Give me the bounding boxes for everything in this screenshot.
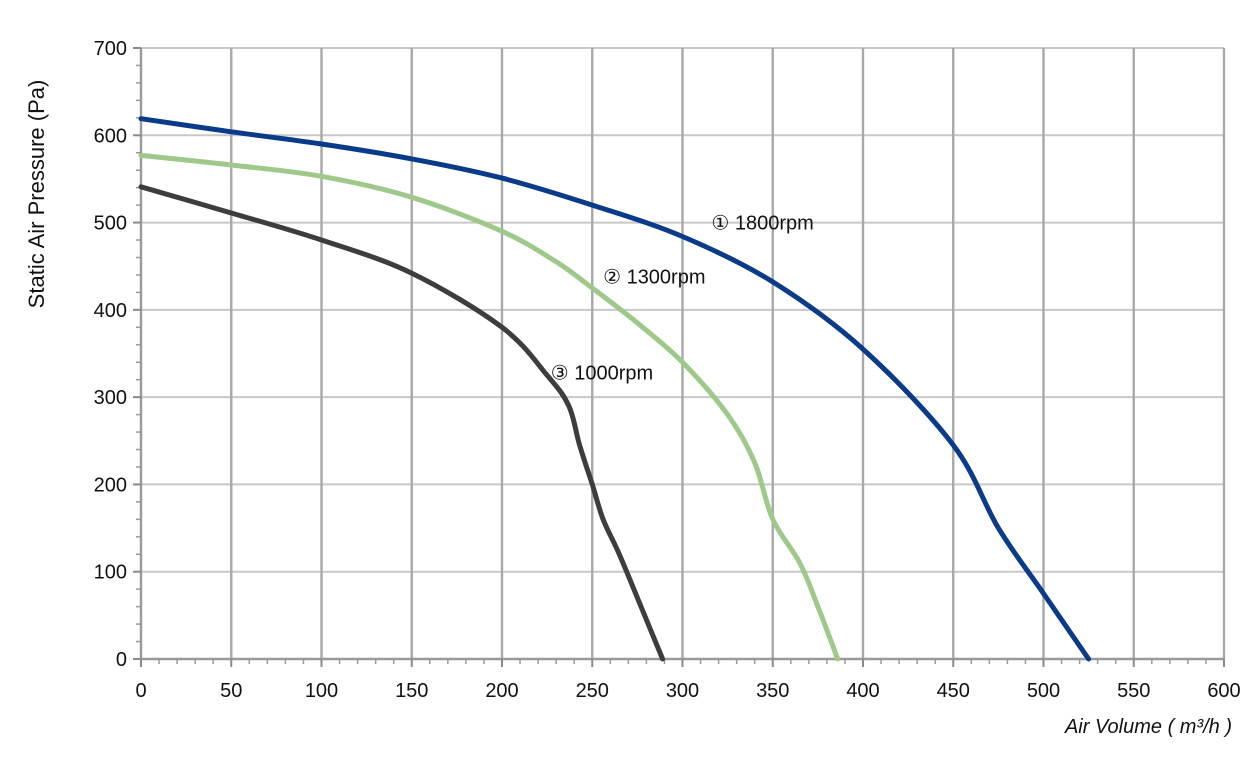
y-tick-label: 700 bbox=[94, 38, 127, 60]
grid-layer bbox=[141, 47, 1226, 659]
x-tick-label: 50 bbox=[220, 680, 242, 702]
x-tick-label: 450 bbox=[937, 680, 970, 702]
x-tick-label: 300 bbox=[666, 680, 699, 702]
series-1000rpm-line bbox=[138, 184, 666, 662]
x-tick-label: 200 bbox=[485, 680, 518, 702]
y-tick-label: 400 bbox=[94, 300, 127, 322]
x-tick-label: 100 bbox=[305, 680, 338, 702]
x-tick-label: 550 bbox=[1117, 680, 1150, 702]
y-tick-label: 200 bbox=[94, 474, 127, 496]
y-tick-label: 100 bbox=[94, 562, 127, 584]
y-tick-label: 600 bbox=[94, 125, 127, 147]
x-axis-title: Air Volume ( m³/h ) bbox=[1064, 716, 1232, 738]
series-1800rpm-line bbox=[138, 116, 1092, 662]
label-layer: ① 1800rpm ② 1300rpm ③ 1000rpm bbox=[551, 213, 814, 385]
series-1800rpm-label: ① 1800rpm bbox=[711, 213, 813, 235]
x-tick-label: 0 bbox=[135, 680, 146, 702]
x-tick-label: 600 bbox=[1207, 680, 1240, 702]
x-tick-label: 400 bbox=[846, 680, 879, 702]
series-1300rpm-line bbox=[138, 152, 841, 662]
y-tick-label: 0 bbox=[116, 649, 127, 671]
y-axis-title: Static Air Pressure (Pa) bbox=[24, 80, 49, 309]
series-layer bbox=[138, 116, 1092, 662]
y-tick-label: 300 bbox=[94, 387, 127, 409]
x-tick-label: 350 bbox=[756, 680, 789, 702]
y-tick-label: 500 bbox=[94, 213, 127, 235]
x-tick-label: 500 bbox=[1027, 680, 1060, 702]
x-tick-label: 150 bbox=[395, 680, 428, 702]
x-tick-label: 250 bbox=[576, 680, 609, 702]
axis-layer: 0 50 100 150 200 250 300 350 400 450 500 550 600 0 100… bbox=[94, 38, 1241, 702]
series-1000rpm-label: ③ 1000rpm bbox=[551, 363, 653, 385]
series-1300rpm-label: ② 1300rpm bbox=[603, 267, 705, 289]
